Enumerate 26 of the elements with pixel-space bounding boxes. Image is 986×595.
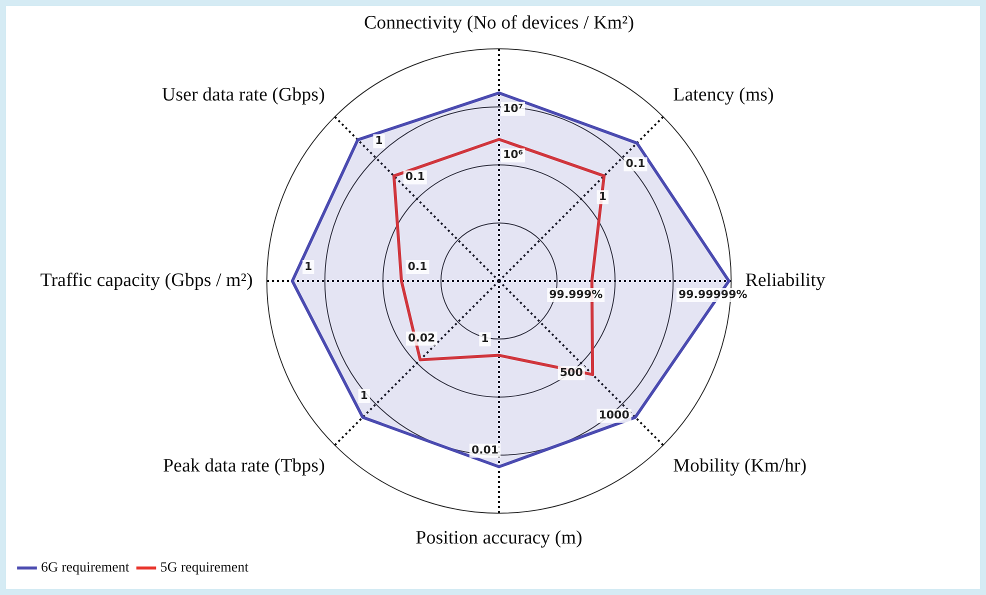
spoke-label: Connectivity (No of devices / Km²)	[364, 12, 634, 34]
text: 0.02	[408, 331, 436, 344]
spoke-label: User data rate (Gbps)	[162, 84, 325, 106]
text: 1	[304, 260, 312, 273]
text: 0.1	[405, 170, 425, 184]
text: 0.01	[471, 444, 499, 457]
text: 1000	[598, 408, 630, 422]
text: 1	[481, 332, 489, 346]
text: 1	[598, 190, 606, 203]
spoke-label: Position accuracy (m)	[416, 528, 582, 549]
spoke-label: Mobility (Km/hr)	[673, 455, 807, 476]
text: 0.1	[626, 157, 646, 170]
text: 10⁷	[502, 102, 524, 115]
text: 99.999%	[549, 288, 603, 301]
spoke-label: Traffic capacity (Gbps / m²)	[40, 270, 253, 291]
legend-label: 5G requirement	[160, 560, 249, 576]
text: 10⁶	[502, 148, 524, 162]
text: 0.1	[408, 260, 428, 273]
spoke-label: Latency (ms)	[673, 84, 774, 106]
spoke-label: Peak data rate (Tbps)	[162, 455, 325, 476]
text: 1	[360, 388, 368, 402]
text: 500	[560, 366, 583, 380]
legend-label: 6G requirement	[41, 560, 130, 576]
spoke-label: Reliability	[745, 270, 826, 291]
text: 1	[375, 134, 383, 148]
text: 99.99999%	[678, 288, 748, 301]
